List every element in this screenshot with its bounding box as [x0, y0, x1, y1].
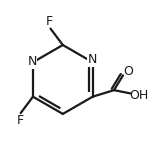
Text: F: F	[16, 114, 23, 127]
Text: F: F	[46, 15, 53, 28]
Text: O: O	[123, 65, 133, 78]
Text: OH: OH	[129, 89, 148, 102]
Text: N: N	[27, 55, 37, 68]
Text: N: N	[88, 53, 97, 66]
